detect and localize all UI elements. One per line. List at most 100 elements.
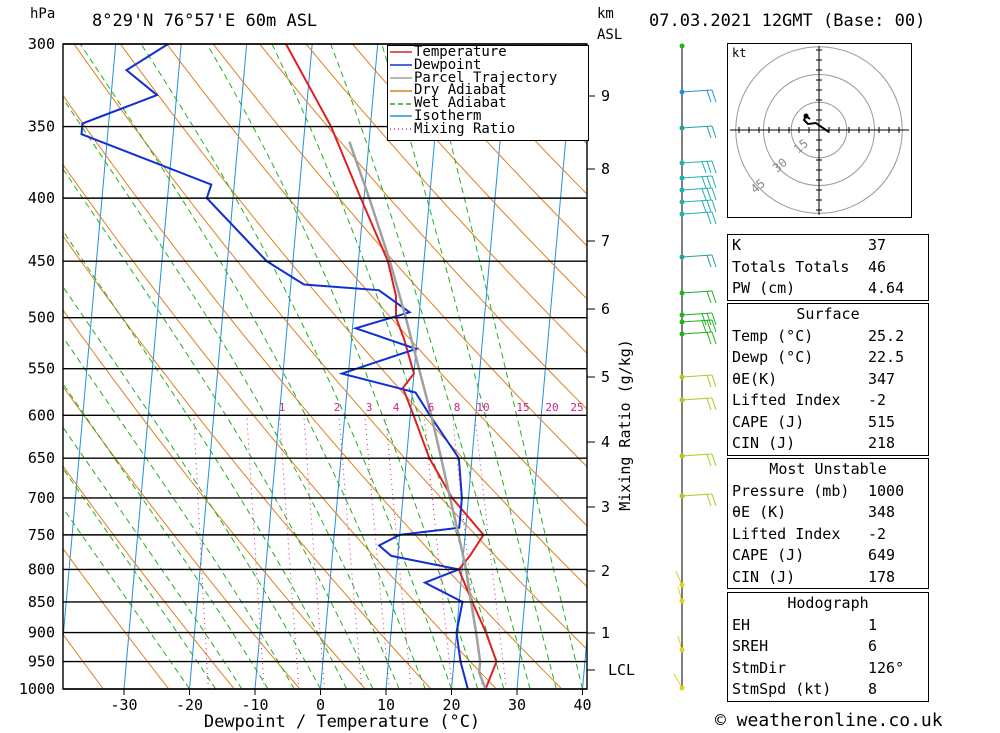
plot-frame xyxy=(62,43,588,690)
mixing-ratio-label: 2 xyxy=(334,401,341,414)
wind-barb-feather xyxy=(701,200,707,213)
wet-adiabat-line xyxy=(425,44,583,689)
wet-adiabat-line xyxy=(79,44,426,689)
isotherm-line xyxy=(63,44,117,644)
credit[interactable]: © weatheronline.co.uk xyxy=(715,710,943,731)
row-label: Totals Totals xyxy=(732,257,850,276)
row-label: SREH xyxy=(732,637,769,655)
legend-item: Parcel Trajectory xyxy=(388,69,588,86)
x-tick-label: 0 xyxy=(316,696,325,714)
mixing-ratio-label: 6 xyxy=(428,401,435,414)
table-row: Lifted Index -2 xyxy=(728,390,928,412)
wind-barb-feather xyxy=(711,187,717,201)
wind-barb-staff xyxy=(675,570,683,586)
row-value: -2 xyxy=(868,524,887,543)
wind-barb-feather xyxy=(711,160,717,174)
wind-barb-feather xyxy=(711,211,717,225)
mixing-ratio-label: 3 xyxy=(366,401,373,414)
wind-barb-feather xyxy=(706,200,712,213)
km-tick-label: 2 xyxy=(601,562,610,580)
row-value: 178 xyxy=(868,567,896,586)
mixing-ratio-label: 10 xyxy=(476,401,489,414)
isotherm-line xyxy=(385,44,444,689)
row-value: 8 xyxy=(868,680,878,698)
km-tick-label: 4 xyxy=(601,433,610,451)
table-title: Most Unstable xyxy=(769,460,887,478)
mixing-ratio-line xyxy=(246,415,265,689)
isotherm-line xyxy=(254,44,313,689)
pressure-tick-label: 1000 xyxy=(19,680,55,698)
dry-adiabat-line xyxy=(63,465,235,689)
wind-barb-feather xyxy=(706,161,712,174)
mixing-ratio-label: 15 xyxy=(516,401,529,414)
km-tick-label: 6 xyxy=(601,300,610,318)
table-row: CIN (J) 218 xyxy=(728,433,928,455)
hodograph-panel: kt 15 30 45 xyxy=(727,43,912,218)
wind-barb-feather xyxy=(711,493,717,507)
table-row: PW (cm) 4.64 xyxy=(728,278,928,300)
row-label: EH xyxy=(732,615,751,634)
wind-barb-staff xyxy=(673,673,683,689)
table-row: Pressure (mb) 1000 xyxy=(728,481,928,503)
row-label: CAPE (J) xyxy=(732,546,805,564)
legend-item: Dry Adiabat xyxy=(388,84,588,97)
pressure-tick-label: 550 xyxy=(28,360,55,378)
wind-barb-feather xyxy=(701,161,707,174)
legend-item: Isotherm xyxy=(388,107,588,124)
wind-barb-feather xyxy=(711,331,717,345)
row-label: PW (cm) xyxy=(732,279,796,297)
mixing-ratio-label: 25 xyxy=(570,401,583,414)
wind-barb-feather xyxy=(711,319,717,333)
pressure-tick-label: 450 xyxy=(28,252,55,270)
km-tick-label: 3 xyxy=(601,498,610,516)
wind-barb-feather xyxy=(701,188,707,201)
x-tick-label: 20 xyxy=(442,696,460,714)
table-row: StmDir 126° xyxy=(728,658,928,680)
wet-adiabat-line xyxy=(63,507,190,689)
legend-swatch xyxy=(390,51,412,54)
km-tick-label: 7 xyxy=(601,232,610,250)
row-label: StmDir xyxy=(732,658,787,677)
legend-label: Wet Adiabat xyxy=(414,95,507,112)
wind-barb-feather xyxy=(706,255,712,268)
row-value: 1 xyxy=(868,615,878,634)
hodograph-point xyxy=(803,113,809,119)
dewpoint-line xyxy=(80,44,469,689)
row-label: CIN (J) xyxy=(732,434,796,452)
legend-label: Isotherm xyxy=(414,107,482,124)
legend-item: Wet Adiabat xyxy=(388,95,588,112)
row-label: θE(K) xyxy=(732,369,778,388)
mixing-ratio-label: 4 xyxy=(393,401,400,414)
wind-barb-feather xyxy=(711,453,717,467)
table-row: CIN (J) 178 xyxy=(728,567,928,589)
mixing-ratio-label: 20 xyxy=(545,401,558,414)
wind-barb-feather xyxy=(701,320,707,333)
pressure-tick-label: 850 xyxy=(28,593,55,611)
legend-swatch xyxy=(390,77,412,79)
legend-label: Parcel Trajectory xyxy=(414,69,558,86)
table-title: Surface xyxy=(796,305,860,323)
surface-table: Surface Temp (°C) 25.2 Dewp (°C) 22.5 θE(K) 34… xyxy=(727,303,929,456)
row-value: 126° xyxy=(868,658,905,677)
isotherm-line xyxy=(320,44,379,689)
row-value: 218 xyxy=(868,434,896,452)
legend-label: Dewpoint xyxy=(414,56,482,73)
table-row: StmSpd (kt) 8 xyxy=(728,679,928,701)
table-row: K 37 xyxy=(728,235,928,257)
x-tick-label: 30 xyxy=(508,696,526,714)
legend-swatch xyxy=(390,102,412,105)
row-value: 649 xyxy=(868,546,896,564)
mixing-ratio-line xyxy=(338,415,363,689)
dry-adiabat-line xyxy=(398,44,587,247)
row-value: 348 xyxy=(868,503,896,521)
legend-swatch xyxy=(390,64,412,66)
legend-swatch xyxy=(390,128,412,130)
row-value: 22.5 xyxy=(868,348,905,366)
table-row: θE (K) 348 xyxy=(728,502,928,524)
row-label: StmSpd (kt) xyxy=(732,680,832,698)
pressure-tick-label: 700 xyxy=(28,489,55,507)
isotherm-line xyxy=(189,44,248,689)
legend-label: Temperature xyxy=(414,44,507,60)
row-value: 6 xyxy=(868,637,878,655)
